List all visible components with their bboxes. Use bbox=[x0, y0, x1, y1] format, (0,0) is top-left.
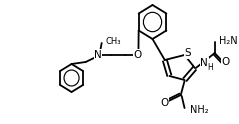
Text: NH₂: NH₂ bbox=[190, 105, 209, 115]
Text: N: N bbox=[94, 50, 102, 60]
Text: H₂N: H₂N bbox=[219, 36, 238, 46]
Text: S: S bbox=[184, 48, 191, 58]
Text: O: O bbox=[161, 98, 169, 108]
Text: CH₃: CH₃ bbox=[105, 37, 121, 46]
Text: N: N bbox=[201, 58, 208, 68]
Text: O: O bbox=[222, 57, 230, 67]
Text: O: O bbox=[133, 50, 141, 60]
Text: H: H bbox=[207, 62, 213, 72]
